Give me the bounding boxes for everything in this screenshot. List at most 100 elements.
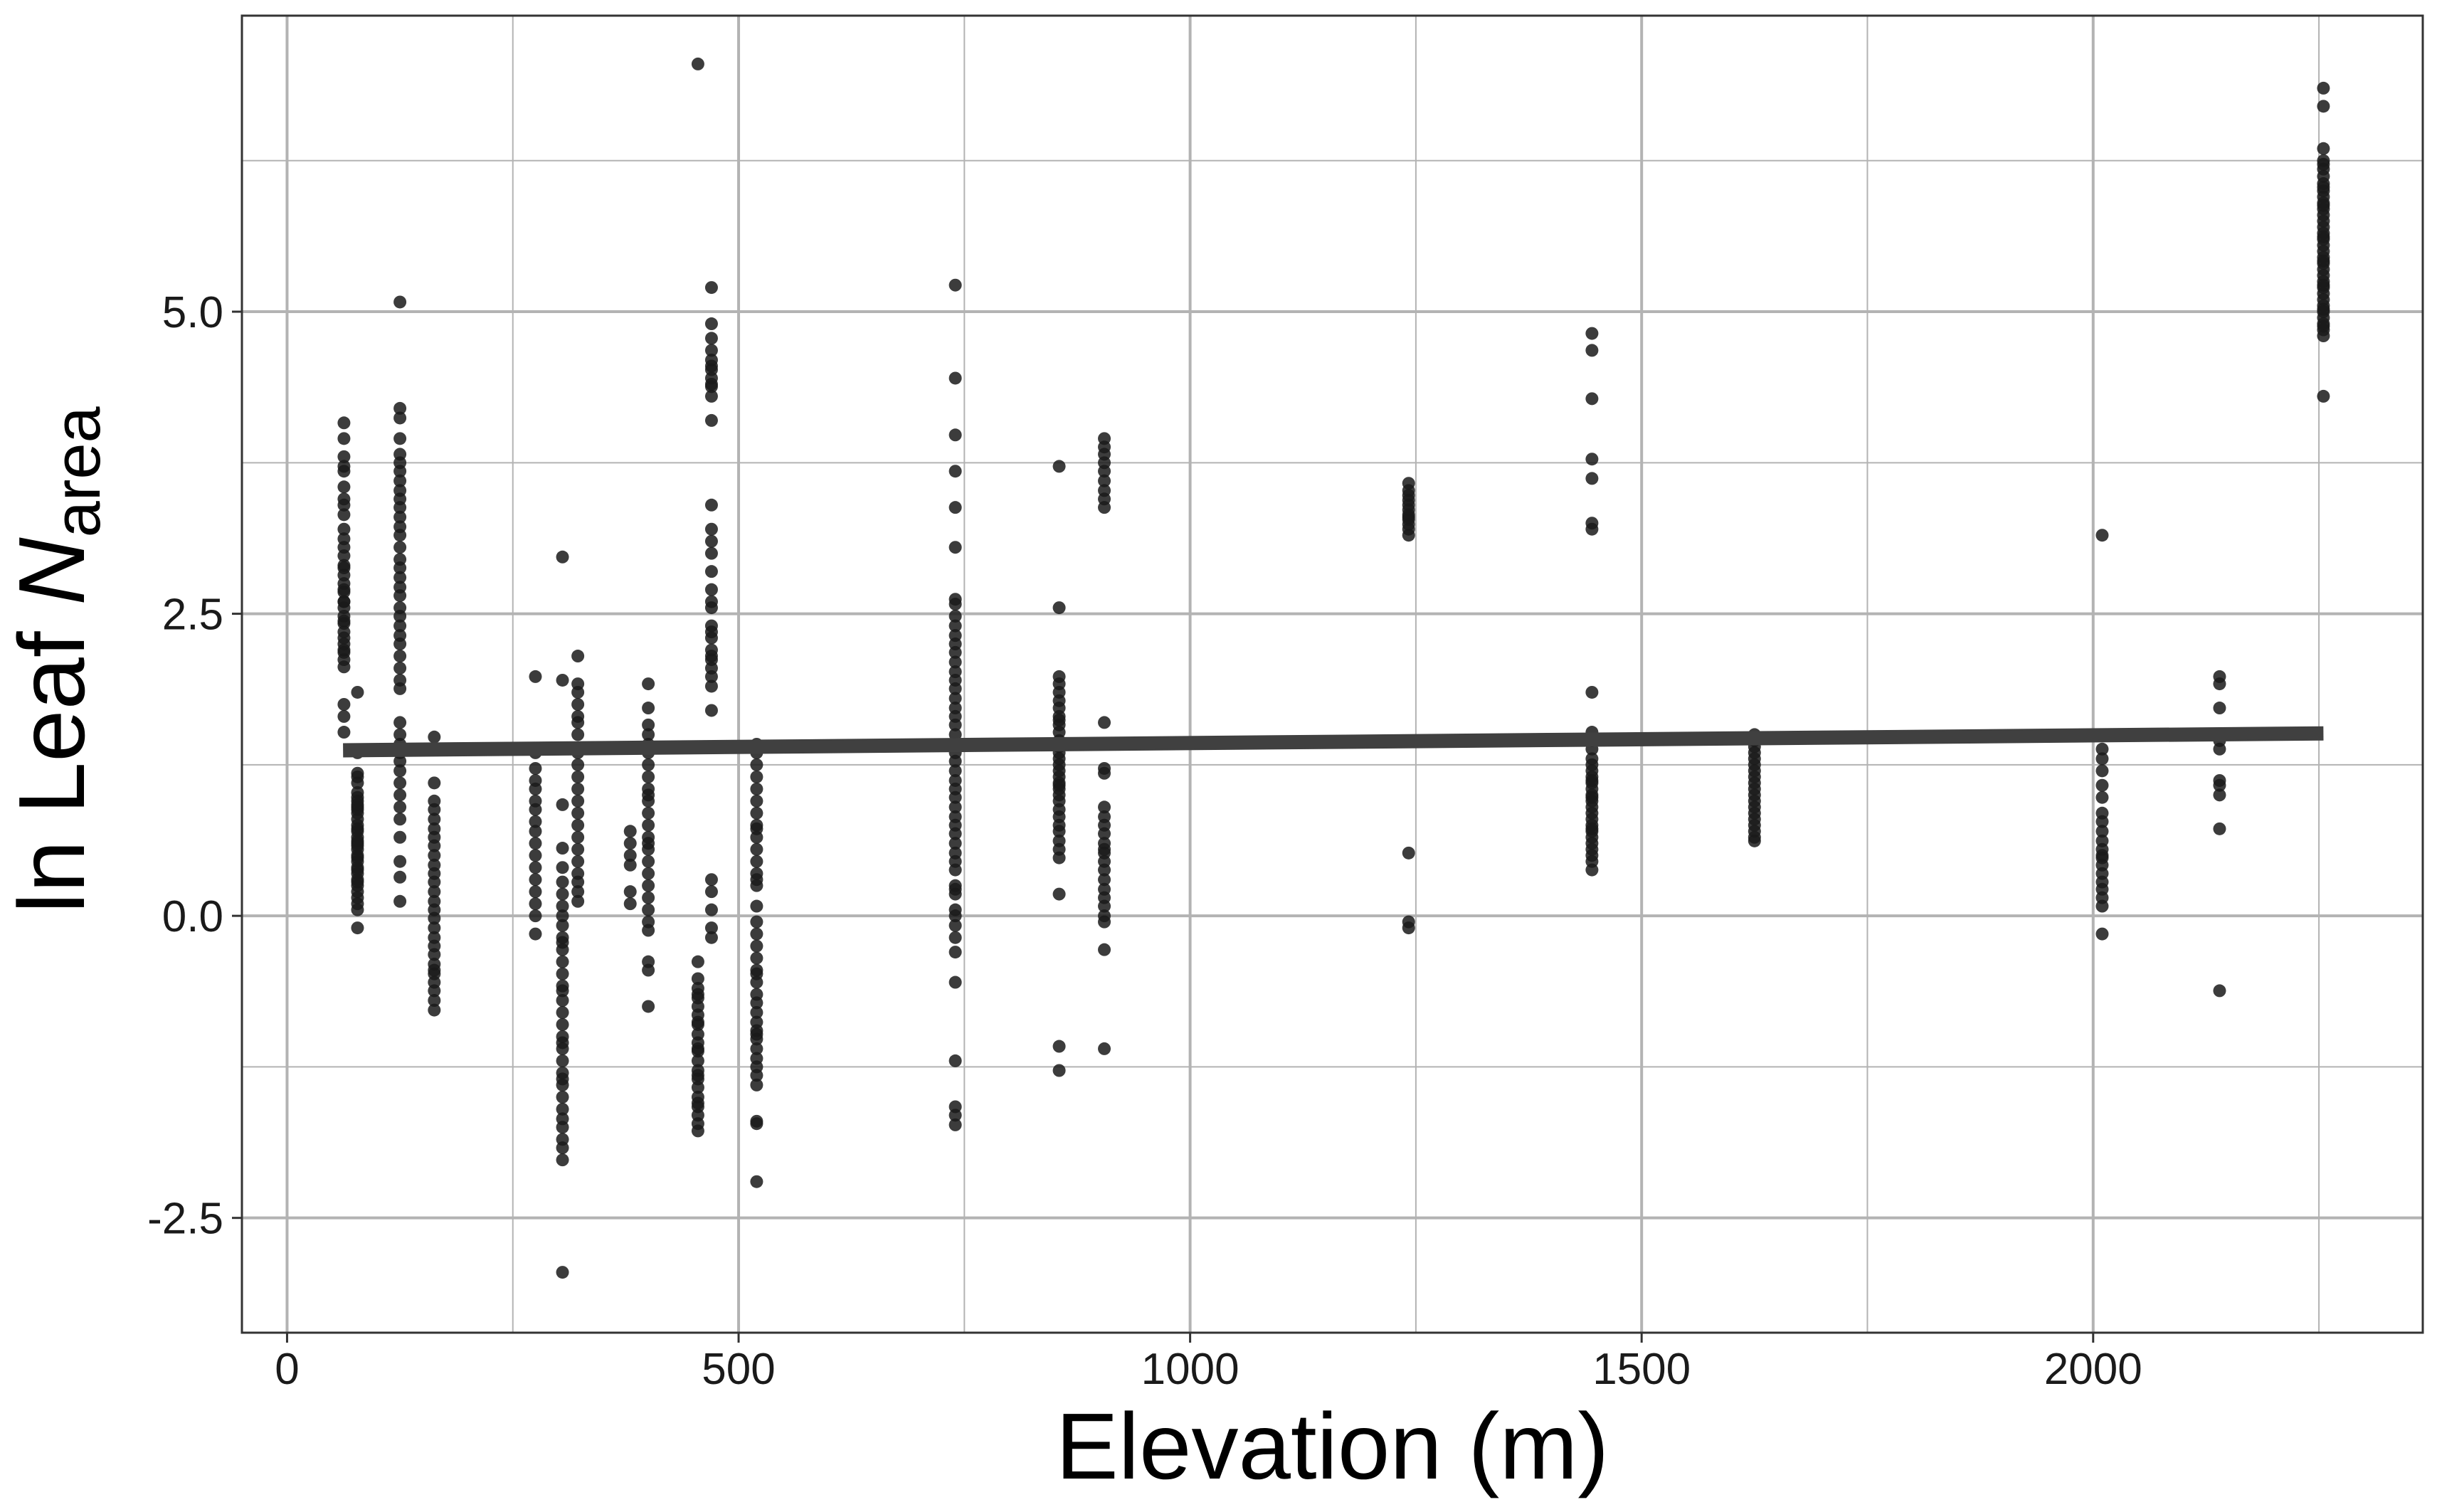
data-point <box>2317 157 2330 171</box>
data-point <box>948 1109 962 1122</box>
data-point <box>948 728 962 741</box>
data-point <box>948 501 962 514</box>
data-point <box>948 619 962 633</box>
data-point <box>556 861 569 874</box>
data-point <box>529 782 542 795</box>
data-point <box>1052 1040 1066 1053</box>
data-point <box>556 1090 569 1104</box>
data-point <box>2317 81 2330 95</box>
data-point <box>704 650 718 663</box>
data-point <box>337 709 351 723</box>
data-point <box>704 921 718 935</box>
data-point <box>428 849 441 862</box>
y-tick-label: -2.5 <box>147 1195 223 1244</box>
data-point <box>704 680 718 693</box>
data-point <box>393 541 407 554</box>
data-point <box>571 794 585 808</box>
data-point <box>529 825 542 838</box>
data-point <box>556 1153 569 1167</box>
data-point <box>2317 199 2330 212</box>
data-point <box>2095 791 2109 804</box>
plot-frame <box>240 14 2424 1334</box>
data-point <box>750 1078 763 1091</box>
data-point <box>393 474 407 487</box>
data-point <box>556 955 569 968</box>
data-point <box>1585 392 1599 406</box>
data-point <box>691 57 704 70</box>
data-point <box>529 815 542 828</box>
data-point <box>428 730 441 744</box>
data-point <box>642 818 655 832</box>
data-point <box>623 825 637 838</box>
data-point <box>1585 453 1599 466</box>
data-point <box>1098 915 1111 929</box>
data-point <box>1098 766 1111 780</box>
data-point <box>556 967 569 980</box>
data-point <box>393 411 407 425</box>
data-point <box>351 903 364 916</box>
data-point <box>571 885 585 899</box>
y-axis-title-prefix: ln Leaf <box>0 606 104 914</box>
data-point <box>337 660 351 674</box>
data-point <box>1098 899 1111 913</box>
data-point <box>642 788 655 802</box>
data-point <box>393 561 407 575</box>
data-point <box>1052 601 1066 615</box>
data-point <box>691 1042 704 1055</box>
data-point <box>1098 716 1111 729</box>
data-point <box>2317 181 2330 194</box>
data-point <box>393 295 407 309</box>
data-point <box>556 1121 569 1134</box>
data-point <box>529 897 542 911</box>
data-point <box>351 770 364 783</box>
data-point <box>428 1003 441 1017</box>
x-tick-label: 500 <box>702 1345 775 1394</box>
data-point <box>393 894 407 908</box>
data-point <box>1585 791 1599 804</box>
data-point <box>428 885 441 899</box>
data-point <box>948 692 962 705</box>
y-axis-title: ln Leaf Narea <box>0 406 114 913</box>
data-point <box>556 550 569 564</box>
data-point <box>556 1141 569 1155</box>
data-point <box>750 1117 763 1131</box>
data-point <box>393 432 407 445</box>
data-point <box>623 897 637 911</box>
y-tick-label: 5.0 <box>162 288 223 337</box>
grid-lines <box>242 16 2423 1333</box>
data-point <box>2095 815 2109 828</box>
data-point <box>2213 778 2226 792</box>
data-point <box>393 401 407 415</box>
data-point <box>642 891 655 904</box>
data-point <box>1585 822 1599 835</box>
data-point <box>556 1017 569 1031</box>
data-point <box>642 963 655 977</box>
data-point <box>2317 302 2330 316</box>
data-point <box>948 609 962 623</box>
data-point <box>623 849 637 862</box>
data-point <box>556 1005 569 1019</box>
data-point <box>571 782 585 795</box>
data-point <box>351 921 364 935</box>
data-point <box>948 645 962 659</box>
data-point <box>337 480 351 494</box>
data-point <box>642 758 655 771</box>
data-point <box>393 754 407 768</box>
data-point <box>556 994 569 1008</box>
data-point <box>529 927 542 941</box>
data-point <box>2095 752 2109 766</box>
data-point <box>571 842 585 856</box>
data-point <box>1052 887 1066 901</box>
data-point <box>948 428 962 442</box>
data-point <box>691 1096 704 1110</box>
y-axis-ticks: -2.5 0.0 2.5 5.0 <box>147 288 242 1244</box>
data-point <box>428 963 441 977</box>
data-point <box>393 716 407 729</box>
data-point <box>704 332 718 345</box>
x-axis-ticks: 0 500 1000 1500 2000 <box>275 1333 2142 1394</box>
data-point <box>1052 851 1066 865</box>
data-point <box>428 875 441 889</box>
data-point <box>2317 319 2330 333</box>
data-point <box>948 976 962 989</box>
